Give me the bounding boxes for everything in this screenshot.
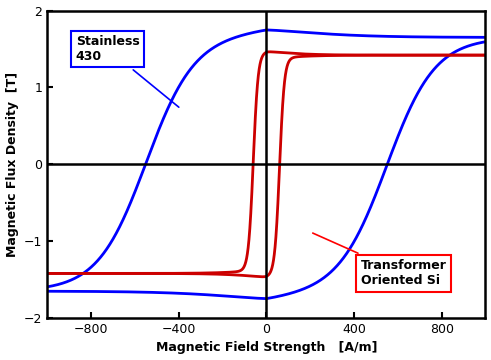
Y-axis label: Magnetic Flux Density  [T]: Magnetic Flux Density [T]: [5, 72, 19, 257]
X-axis label: Magnetic Field Strength   [A/m]: Magnetic Field Strength [A/m]: [156, 341, 377, 355]
Text: Stainless
430: Stainless 430: [76, 35, 179, 107]
Text: Transformer
Oriented Si: Transformer Oriented Si: [313, 233, 446, 287]
